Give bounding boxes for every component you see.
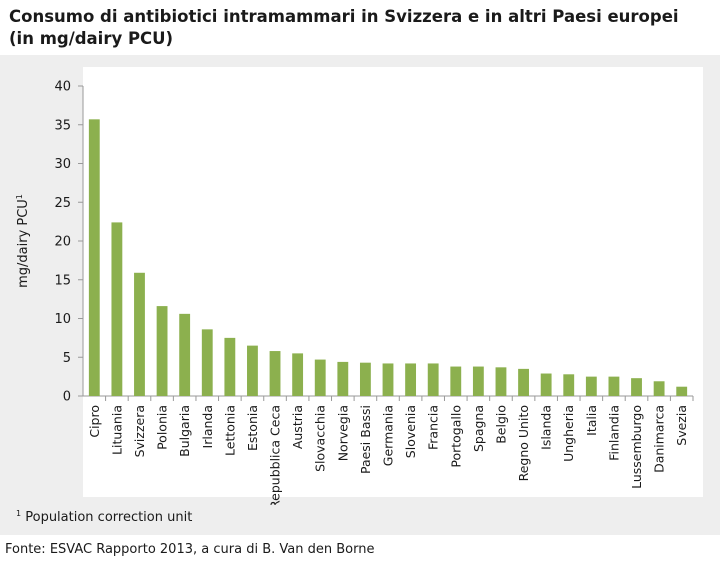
y-axis-label: mg/dairy PCU1 [15, 194, 31, 288]
bar-norvegia [337, 361, 349, 396]
bar-estonia [247, 345, 258, 396]
chart-title: Consumo di antibiotici intramammari in S… [9, 6, 709, 50]
y-tick-label-30: 30 [54, 157, 71, 172]
x-tick-label-ungheria: Ungheria [561, 405, 576, 462]
x-tick-label-svizzera: Svizzera [132, 405, 147, 457]
y-tick-label-20: 20 [54, 235, 71, 250]
x-tick-label-belgio: Belgio [493, 405, 508, 444]
bar-portogallo [450, 366, 462, 396]
bar-germania [382, 363, 394, 396]
y-tick-label-10: 10 [54, 312, 71, 327]
chart-title-line-2: (in mg/dairy PCU) [9, 29, 174, 48]
x-tick-label-lussemburgo: Lussemburgo [629, 405, 644, 489]
bar-austria [292, 353, 304, 396]
x-tick-label-slovenia: Slovenia [403, 405, 418, 458]
bar-slovacchia [314, 359, 326, 396]
x-tick-label-francia: Francia [426, 405, 441, 450]
bar-regno-unito [518, 368, 529, 396]
y-axis-label-superscript: 1 [15, 194, 24, 199]
y-tick-label-0: 0 [63, 390, 71, 405]
bar-slovenia [405, 363, 417, 396]
x-tick-label-portogallo: Portogallo [448, 405, 463, 468]
x-tick-label-germania: Germania [381, 405, 396, 466]
x-tick-label-norvegia: Norvegia [335, 405, 350, 461]
bar-svizzera [134, 272, 145, 396]
chart-title-line-1: Consumo di antibiotici intramammari in S… [9, 7, 679, 26]
x-tick-label-finlandia: Finlandia [606, 405, 621, 461]
x-tick-label-irlanda: Irlanda [200, 405, 215, 448]
bar-lettonia [224, 337, 236, 396]
category-labels: Cipro Lituania Svizzera Polonia Bulgaria Irla… [87, 405, 689, 505]
x-tick-label-danimarca: Danimarca [652, 405, 667, 473]
x-tick-label-italia: Italia [584, 405, 599, 436]
x-tick-label-svezia: Svezia [674, 405, 689, 446]
x-tick-label-repubblica-ceca: Repubblica Ceca [268, 405, 283, 505]
y-axis-ticks: 0 5 10 15 20 25 30 35 40 [54, 80, 83, 405]
bar-chart: 0 5 10 15 20 25 30 35 40 Cipro Lituania Svizzera Po… [15, 67, 703, 505]
x-tick-label-regno-unito: Regno Unito [516, 405, 531, 481]
bar-spagna [472, 366, 484, 396]
y-tick-label-25: 25 [54, 196, 71, 211]
x-tick-label-bulgaria: Bulgaria [177, 405, 192, 457]
bars [88, 119, 694, 401]
bar-finlandia [608, 376, 620, 396]
x-tick-label-polonia: Polonia [155, 405, 170, 450]
bar-belgio [495, 367, 507, 396]
footnote-text: Population correction unit [25, 510, 193, 525]
bar-ungheria [563, 374, 575, 396]
y-tick-label-15: 15 [54, 273, 71, 288]
x-tick-label-islanda: Islanda [539, 405, 554, 450]
x-tick-label-lettonia: Lettonia [222, 405, 237, 456]
source-note: Fonte: ESVAC Rapporto 2013, a cura di B.… [5, 542, 375, 557]
bar-repubblica-ceca [269, 351, 281, 396]
bar-paesi-bassi [359, 362, 371, 396]
x-tick-label-paesi-bassi: Paesi Bassi [358, 405, 373, 474]
x-tick-label-slovacchia: Slovacchia [313, 405, 328, 472]
bar-italia [585, 376, 597, 396]
bar-danimarca [653, 381, 665, 396]
x-tick-label-lituania: Lituania [109, 405, 124, 455]
bar-svezia [676, 386, 688, 396]
bar-cipro [88, 119, 100, 396]
bar-bulgaria [179, 313, 191, 396]
bar-irlanda [201, 329, 213, 396]
y-tick-label-40: 40 [54, 80, 71, 95]
x-tick-label-cipro: Cipro [87, 405, 102, 438]
x-tick-label-estonia: Estonia [245, 405, 260, 451]
bar-polonia [156, 306, 168, 396]
footnote-marker: 1 [16, 509, 22, 518]
x-tick-label-spagna: Spagna [471, 405, 486, 452]
y-axis-label-text: mg/dairy PCU [16, 199, 31, 288]
plot-area [83, 67, 703, 497]
bar-lussemburgo [631, 378, 642, 396]
bar-islanda [540, 373, 552, 396]
x-tick-label-austria: Austria [290, 405, 305, 449]
y-tick-label-35: 35 [54, 118, 71, 133]
footnote: 1 Population correction unit [16, 509, 192, 525]
y-tick-label-5: 5 [63, 351, 71, 366]
bar-lituania [111, 222, 123, 396]
bar-francia [427, 363, 439, 396]
